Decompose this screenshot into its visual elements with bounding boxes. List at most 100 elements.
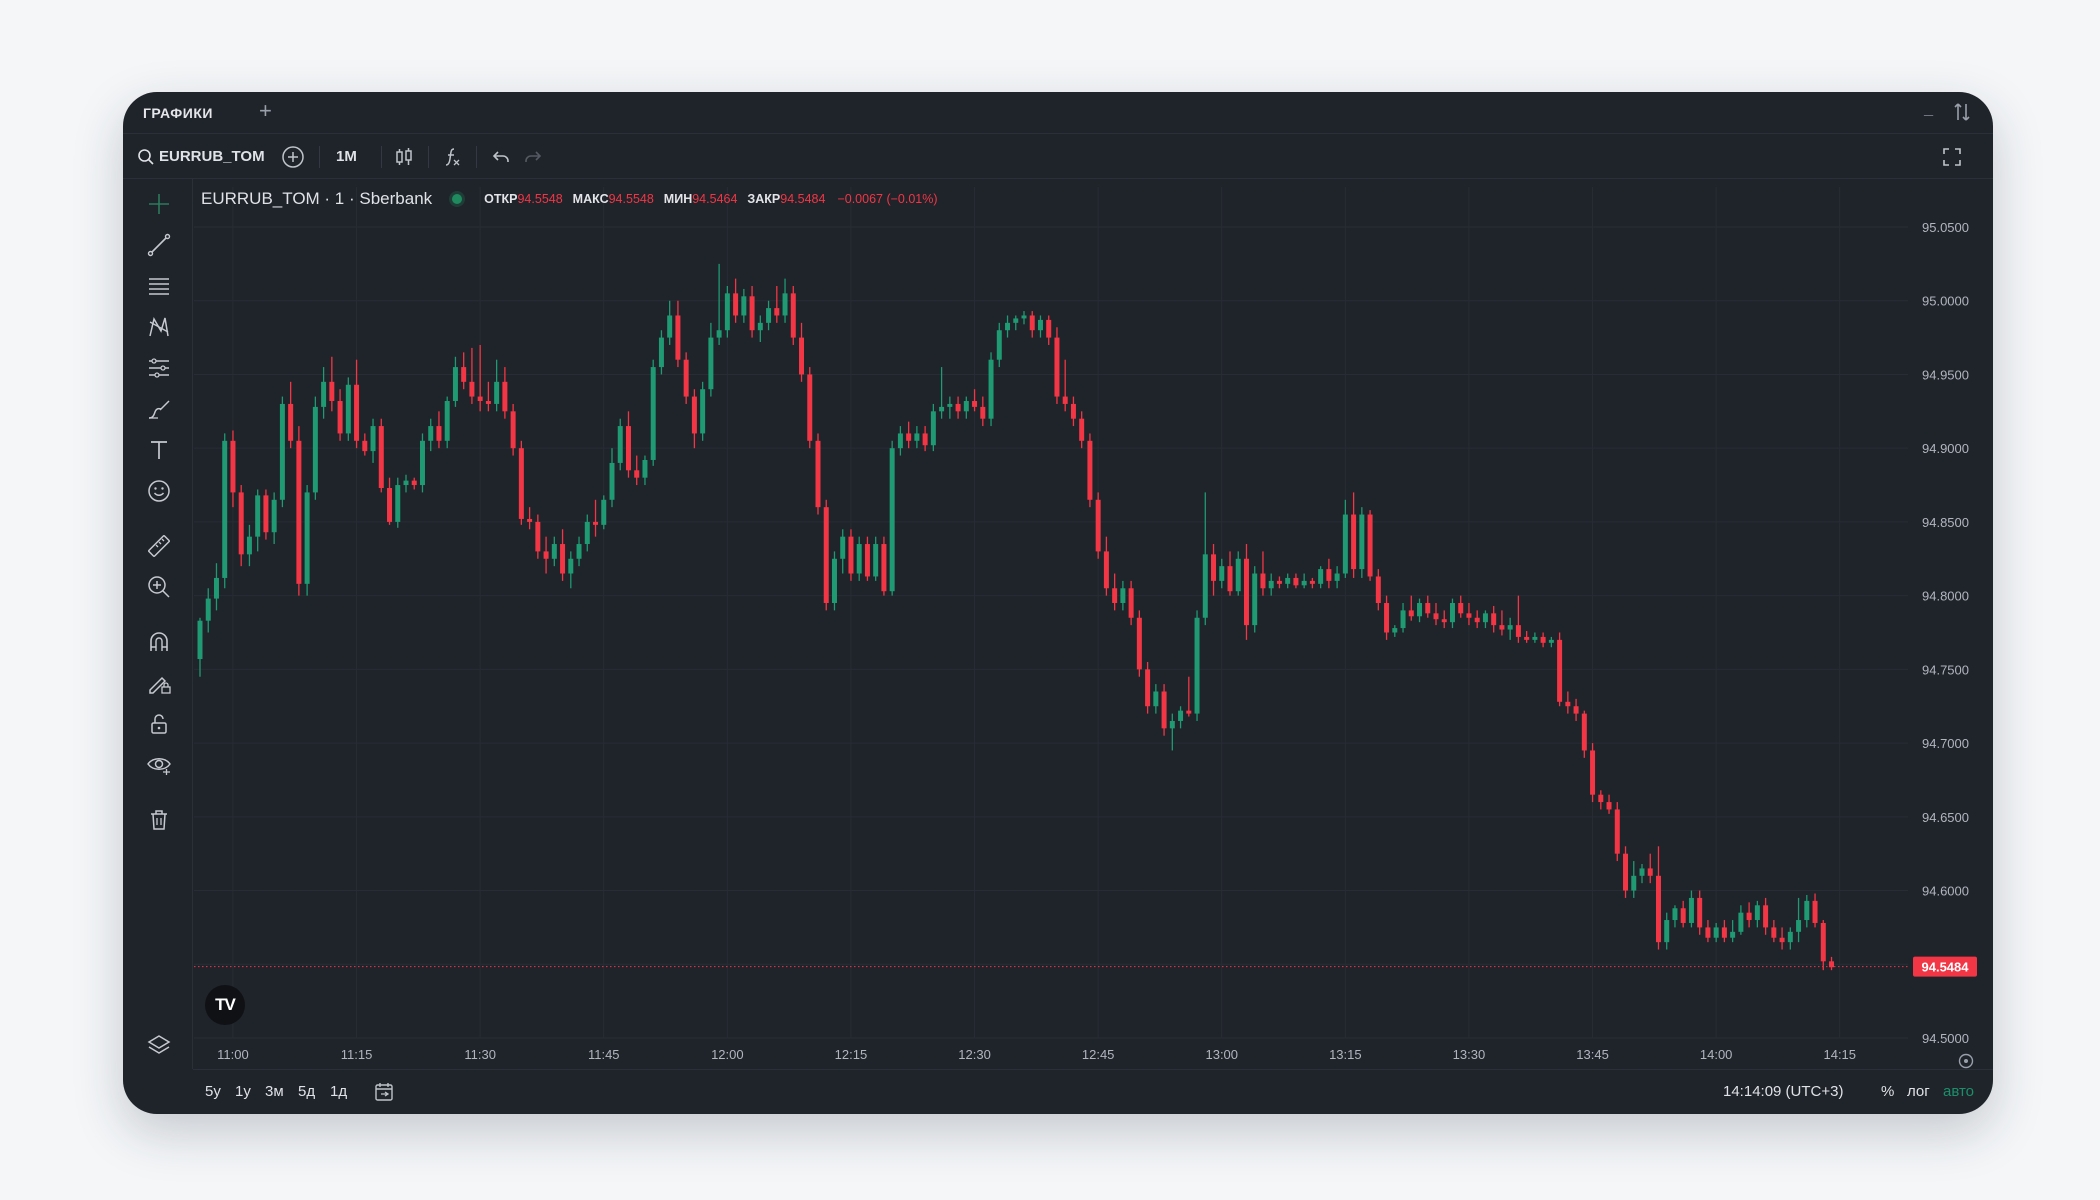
add-tab-button[interactable]: + [259,98,272,123]
candle-body [1623,853,1629,891]
candle-body [1029,315,1035,331]
candle-body [1672,908,1678,921]
compare-button[interactable] [281,134,305,179]
candle-body [288,403,294,441]
candle-body [238,492,244,555]
fib-icon[interactable] [146,355,172,381]
x-tick-label: 11:15 [341,1047,373,1062]
candle-body [197,620,203,660]
candle-body [1515,625,1521,637]
eye-icon[interactable] [146,752,172,778]
candle-body [1655,875,1661,943]
range-5d-button[interactable]: 5д [298,1083,316,1100]
trend-line-icon[interactable] [146,232,172,258]
change-value: −0.0067 (−0.01%) [837,192,938,206]
zoom-icon[interactable] [146,574,172,600]
minimize-button[interactable]: _ [1924,100,1933,117]
candle-body [593,521,599,525]
candle-body [716,330,722,338]
redo-button[interactable] [523,134,543,179]
range-3m-button[interactable]: 3м [265,1083,284,1100]
y-tick-label: 95.0000 [1922,294,1969,309]
magnet-icon[interactable] [146,629,172,655]
candle-body [1796,920,1802,932]
candle-body [724,293,730,331]
price-chart[interactable]: 95.0500 95.0000 94.9500 94.9000 94.8500 94.80… [123,92,1993,1069]
candle-body [691,396,697,434]
candle-body [930,411,936,446]
brush-icon[interactable] [146,396,172,422]
candle-body [1054,337,1060,397]
lock-icon[interactable] [146,711,172,737]
calendar-icon[interactable] [373,1081,395,1103]
layers-icon[interactable] [146,1033,172,1059]
candle-body [584,521,590,545]
chart-type-button[interactable] [393,134,415,179]
candle-body [1466,613,1472,618]
candle-body [906,433,912,441]
candle-body [988,359,994,419]
y-tick-label: 94.5000 [1922,1031,1969,1046]
low-label: МИН [663,192,693,206]
candle-body [1243,558,1249,626]
fullscreen-button[interactable] [1941,134,1963,179]
candle-body [1227,566,1233,592]
candle-body [1359,514,1365,570]
emoji-icon[interactable] [146,478,172,504]
candle-body [576,544,582,559]
range-1y-button[interactable]: 1y [235,1083,251,1100]
percent-button[interactable]: % [1881,1083,1895,1100]
crosshair-icon[interactable] [146,191,172,217]
candle-body [1647,868,1653,876]
tradingview-logo[interactable]: TV [205,985,245,1025]
candle-body [708,337,714,390]
symbol-search[interactable]: EURRUB_TOM [137,134,265,179]
candle-body [963,400,969,412]
tab-charts[interactable]: ГРАФИКИ [143,105,213,121]
candle-body [1326,569,1332,581]
candle-body [1194,617,1200,714]
candle-body [1013,318,1019,323]
undo-button[interactable] [491,134,511,179]
lock-drawing-icon[interactable] [146,670,172,696]
candle-body [790,293,796,338]
candle-body [304,492,310,584]
pattern-icon[interactable] [146,314,172,340]
x-tick-label: 13:45 [1576,1047,1609,1062]
trash-icon[interactable] [146,807,172,833]
clock[interactable]: 14:14:09 (UTC+3) [1723,1083,1844,1100]
top-toolbar: EURRUB_TOM 1M [123,134,1993,179]
auto-button[interactable]: авто [1943,1083,1975,1100]
candle-body [1211,554,1217,581]
chart-title[interactable]: EURRUB_TOM · 1 · Sberbank [201,189,433,208]
horizontal-lines-icon[interactable] [146,273,172,299]
candle-body [1400,610,1406,629]
candle-body [1128,588,1134,618]
candle-body [1293,577,1299,586]
candle-body [914,433,920,441]
interval-button[interactable]: 1M [336,148,357,165]
candle-body [609,462,615,500]
range-5y-button[interactable]: 5y [205,1083,221,1100]
range-1d-button[interactable]: 1д [330,1083,348,1100]
candle-body [1252,573,1258,626]
candle-body [1614,809,1620,854]
candle-body [1730,931,1736,938]
candle-body [1474,617,1480,623]
candle-body [1664,920,1670,943]
x-tick-label: 13:30 [1453,1047,1486,1062]
undo-icon [492,150,509,162]
candle-body [617,426,623,463]
indicators-button[interactable] [441,134,463,179]
candle-body [955,403,961,412]
candle-body [1441,619,1447,623]
settings-toggle-icon[interactable] [1951,101,1973,123]
candle-body [477,396,483,401]
candle-body [675,315,681,360]
text-icon[interactable] [146,437,172,463]
ruler-icon[interactable] [146,533,172,559]
candle-body [1746,912,1752,921]
candle-body [1482,613,1488,623]
log-button[interactable]: лог [1907,1083,1930,1100]
candle-body [527,518,533,522]
